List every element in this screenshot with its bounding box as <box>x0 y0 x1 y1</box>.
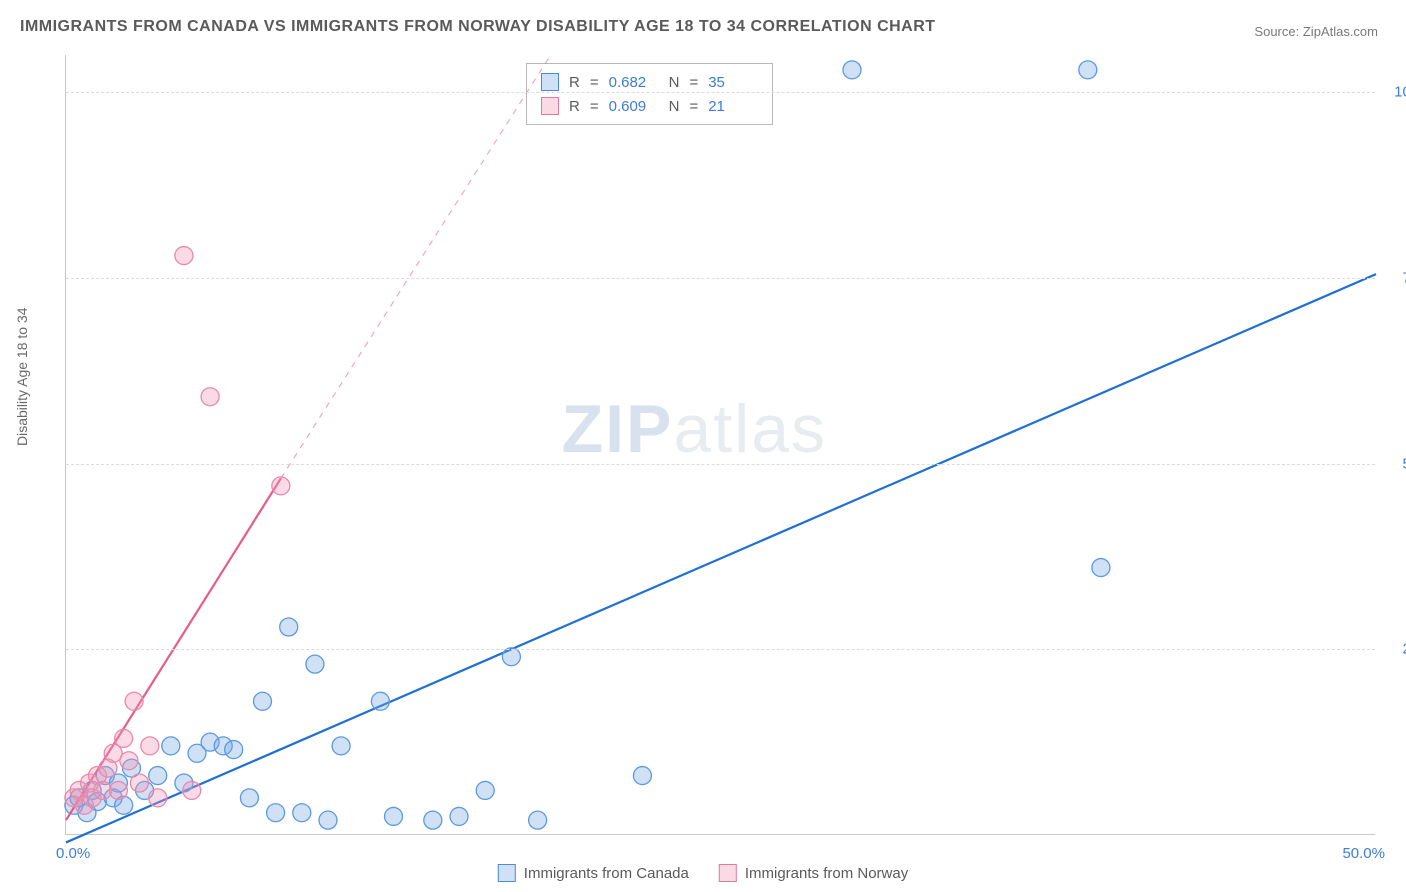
legend-label-norway: Immigrants from Norway <box>745 865 908 882</box>
source-link[interactable]: ZipAtlas.com <box>1303 24 1378 39</box>
plot-area: ZIPatlas R = 0.682 N = 35 R = 0.609 N = … <box>65 55 1375 835</box>
gridline <box>66 464 1375 465</box>
y-tick-label: 75.0% <box>1385 269 1406 286</box>
x-tick-0: 0.0% <box>56 845 90 862</box>
swatch-pink-icon <box>719 864 737 882</box>
legend-item-norway: Immigrants from Norway <box>719 864 908 882</box>
gridline <box>66 92 1375 93</box>
x-tick-50: 50.0% <box>1342 845 1385 862</box>
y-tick-label: 50.0% <box>1385 455 1406 472</box>
legend-label-canada: Immigrants from Canada <box>524 865 689 882</box>
y-axis-label: Disability Age 18 to 34 <box>14 307 30 446</box>
y-tick-label: 100.0% <box>1385 84 1406 101</box>
gridline <box>66 278 1375 279</box>
swatch-blue-icon <box>498 864 516 882</box>
gridline <box>66 649 1375 650</box>
legend-item-canada: Immigrants from Canada <box>498 864 689 882</box>
chart-title: IMMIGRANTS FROM CANADA VS IMMIGRANTS FRO… <box>20 18 936 36</box>
bottom-legend: Immigrants from Canada Immigrants from N… <box>498 864 908 882</box>
source-label: Source: <box>1254 24 1299 39</box>
chart-svg <box>66 55 1375 834</box>
y-tick-label: 25.0% <box>1385 641 1406 658</box>
source-attribution: Source: ZipAtlas.com <box>1254 24 1378 39</box>
